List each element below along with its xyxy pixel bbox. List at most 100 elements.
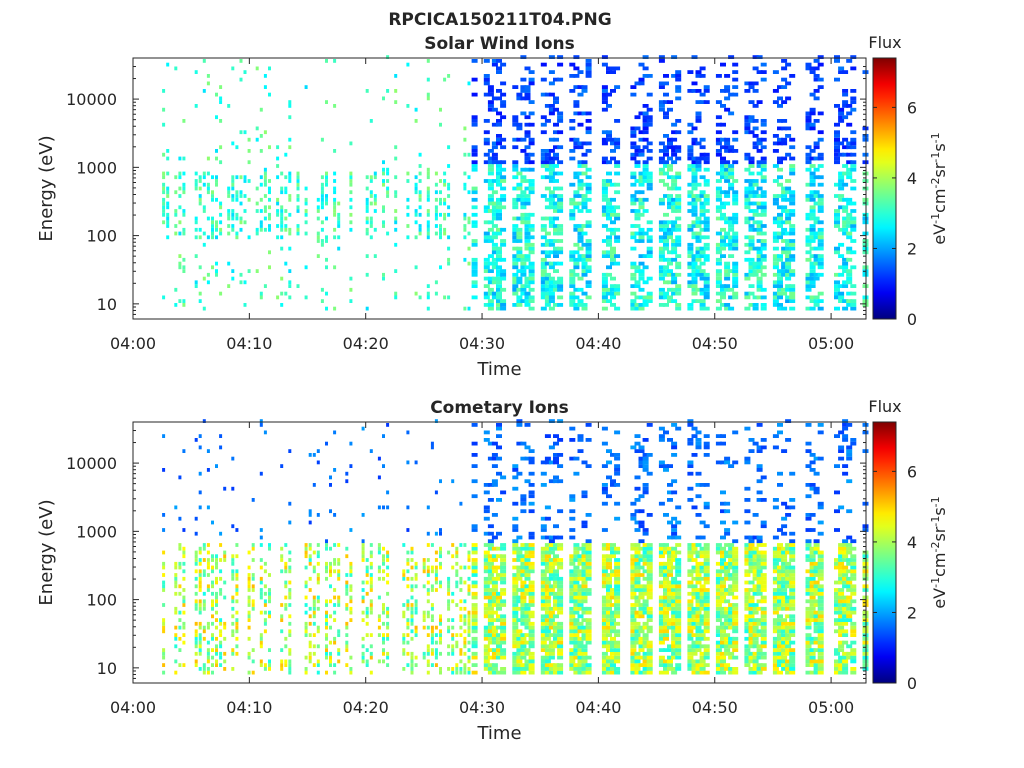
- spectrogram-cell: [667, 156, 673, 161]
- spectrogram-cell: [658, 546, 665, 551]
- spectrogram-cell: [642, 280, 649, 285]
- spectrogram-cell: [459, 599, 463, 604]
- spectrogram-cell: [426, 591, 430, 596]
- spectrogram-cell: [443, 295, 447, 300]
- spectrogram-cell: [520, 644, 527, 649]
- spectrogram-cell: [695, 160, 702, 165]
- spectrogram-cell: [268, 546, 271, 551]
- spectrogram-cell: [206, 186, 210, 191]
- spectrogram-cell: [777, 284, 783, 288]
- spectrogram-cell: [553, 227, 559, 232]
- spectrogram-cell: [365, 633, 369, 637]
- spectrogram-cell: [573, 145, 580, 150]
- spectrogram-cell: [215, 648, 218, 652]
- spectrogram-cell: [756, 261, 763, 266]
- spectrogram-cell: [610, 227, 616, 232]
- spectrogram-cell: [703, 197, 710, 202]
- spectrogram-cell: [817, 130, 824, 135]
- spectrogram-cell: [601, 576, 608, 581]
- spectrogram-cell: [496, 291, 502, 296]
- spectrogram-cell: [630, 171, 637, 176]
- spectrogram-cell: [846, 212, 853, 217]
- spectrogram-cell: [247, 618, 251, 622]
- spectrogram-cell: [663, 227, 669, 232]
- spectrogram-cell: [703, 276, 710, 281]
- spectrogram-cell: [695, 272, 702, 277]
- spectrogram-cell: [255, 231, 259, 236]
- spectrogram-cell: [569, 119, 576, 123]
- spectrogram-cell: [516, 569, 523, 574]
- spectrogram-cell: [809, 156, 816, 161]
- spectrogram-cell: [235, 651, 239, 656]
- spectrogram-cell: [524, 291, 531, 296]
- spectrogram-cell: [178, 265, 182, 270]
- spectrogram-cell: [805, 156, 812, 161]
- spectrogram-cell: [231, 197, 235, 202]
- spectrogram-cell: [540, 250, 547, 255]
- spectrogram-cell: [520, 55, 527, 59]
- spectrogram-cell: [785, 254, 792, 258]
- spectrogram-cell: [663, 543, 669, 547]
- spectrogram-cell: [406, 625, 410, 630]
- spectrogram-cell: [634, 160, 641, 165]
- spectrogram-cell: [642, 670, 649, 675]
- spectrogram-cell: [691, 205, 698, 210]
- spectrogram-cell: [614, 456, 621, 461]
- spectrogram-cell: [369, 670, 373, 675]
- spectrogram-cell: [394, 242, 398, 247]
- spectrogram-cell: [345, 648, 349, 652]
- spectrogram-cell: [524, 633, 531, 637]
- spectrogram-cell: [813, 74, 820, 78]
- spectrogram-cell: [703, 235, 710, 240]
- spectrogram-cell: [634, 475, 641, 480]
- spectrogram-cell: [601, 96, 608, 101]
- unit-base: s: [930, 143, 949, 151]
- spectrogram-cell: [785, 134, 792, 138]
- spectrogram-cell: [850, 130, 857, 135]
- spectrogram-cell: [182, 257, 186, 262]
- spectrogram-cell: [695, 663, 702, 667]
- spectrogram-cell: [642, 486, 649, 491]
- spectrogram-cell: [206, 505, 210, 510]
- spectrogram-cell: [447, 588, 451, 592]
- spectrogram-cell: [553, 280, 559, 285]
- spectrogram-cell: [846, 59, 853, 63]
- spectrogram-cell: [838, 299, 845, 303]
- spectrogram-cell: [219, 543, 223, 547]
- spectrogram-cell: [496, 546, 502, 551]
- spectrogram-cell: [850, 141, 857, 146]
- spectrogram-cell: [487, 194, 494, 198]
- spectrogram-cell: [223, 636, 227, 641]
- spectrogram-cell: [667, 107, 673, 112]
- spectrogram-cell: [585, 186, 592, 191]
- spectrogram-cell: [781, 137, 788, 142]
- spectrogram-cell: [491, 663, 498, 667]
- unit-base: eV: [930, 224, 949, 245]
- spectrogram-cell: [752, 66, 759, 71]
- spectrogram-cell: [219, 663, 223, 667]
- spectrogram-cell: [418, 212, 422, 217]
- spectrogram-cell: [325, 543, 328, 547]
- spectrogram-cell: [487, 239, 494, 243]
- spectrogram-cell: [748, 130, 755, 135]
- spectrogram-cell: [634, 655, 641, 660]
- spectrogram-cell: [520, 498, 527, 502]
- spectrogram-cell: [520, 201, 527, 206]
- spectrogram-cell: [365, 663, 369, 667]
- spectrogram-cell: [211, 655, 214, 660]
- spectrogram-cell: [202, 59, 206, 63]
- spectrogram-cell: [414, 663, 418, 667]
- spectrogram-cell: [777, 257, 783, 262]
- spectrogram-cell: [426, 295, 430, 300]
- spectrogram-cell: [247, 625, 251, 630]
- spectrogram-cell: [496, 554, 502, 559]
- spectrogram-cell: [382, 636, 385, 641]
- spectrogram-cell: [345, 606, 349, 611]
- spectrogram-cell: [447, 212, 451, 217]
- spectrogram-cell: [630, 261, 637, 266]
- spectrogram-cell: [471, 565, 478, 570]
- spectrogram-cell: [703, 201, 710, 206]
- spectrogram-cell: [752, 212, 759, 217]
- spectrogram-cell: [691, 284, 698, 288]
- spectrogram-cell: [581, 618, 588, 622]
